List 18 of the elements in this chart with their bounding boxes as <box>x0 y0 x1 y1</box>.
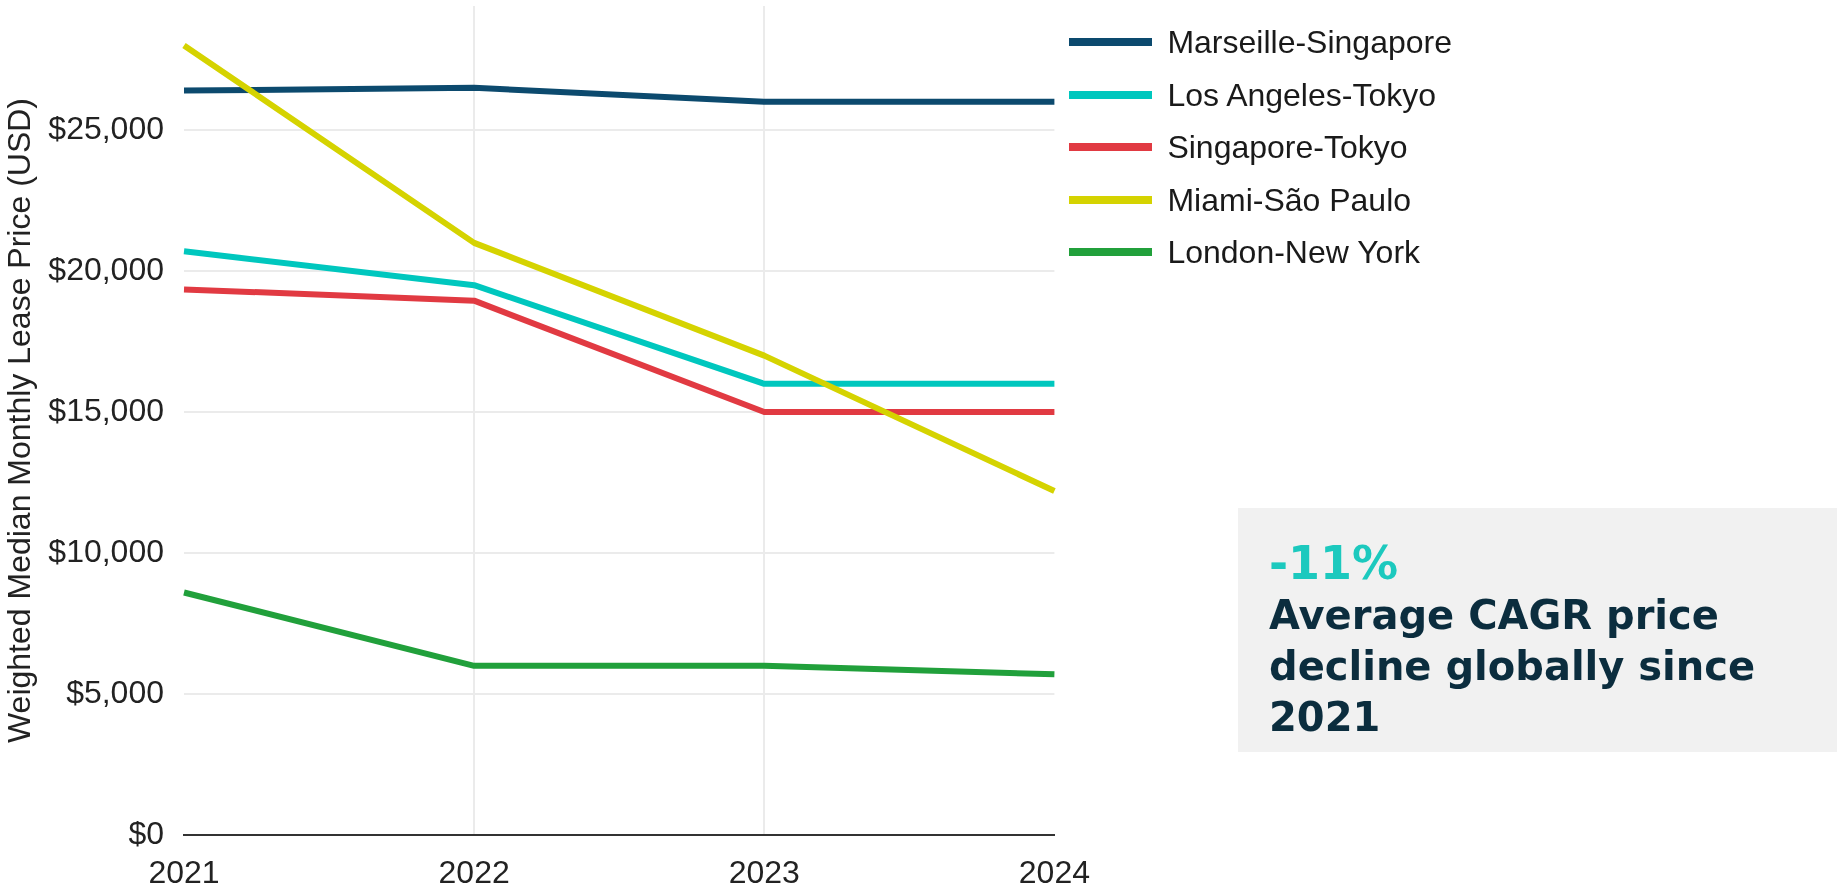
y-tick-label: $25,000 <box>48 109 164 146</box>
x-tick-label: 2021 <box>148 854 220 891</box>
y-tick-label: $5,000 <box>66 673 164 710</box>
text: -11% <box>1269 536 1400 590</box>
legend-label: London-New York <box>1167 233 1421 272</box>
legend-label: Los Angeles-Tokyo <box>1167 75 1437 114</box>
y-tick-label: $15,000 <box>48 391 164 428</box>
y-tick-label: $0 <box>128 814 164 851</box>
text: Average CAGR price decline globally since 2021 <box>1269 591 1757 742</box>
y-tick-label: $20,000 <box>48 250 164 287</box>
legend-label: Singapore-Tokyo <box>1167 128 1408 167</box>
x-tick-label: 2023 <box>728 854 800 891</box>
x-tick-label: 2022 <box>438 854 510 891</box>
legend-label: Marseille-Singapore <box>1167 23 1452 62</box>
x-tick-label: 2024 <box>1018 854 1090 891</box>
y-tick-label: $10,000 <box>48 532 164 569</box>
legend-label: Miami-São Paulo <box>1167 180 1412 219</box>
y-axis-title: Weighted Median Monthly Lease Price (USD) <box>1 97 38 744</box>
